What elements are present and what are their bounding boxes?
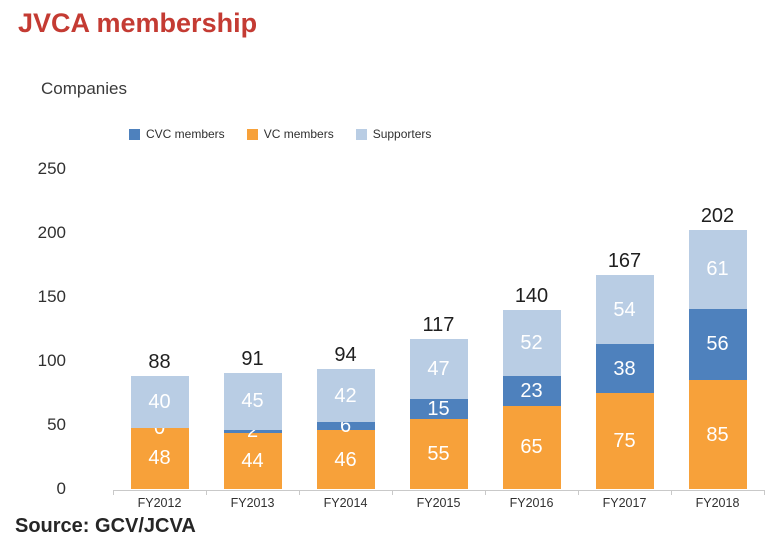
bar-value-label: 0 [153, 416, 166, 439]
bar-segment-supporters: 45 [223, 372, 282, 431]
x-axis-category-label: FY2017 [602, 496, 647, 510]
bar-value-label: 38 [613, 357, 636, 380]
page-title: JVCA membership [18, 8, 258, 38]
legend-label: CVC members [146, 127, 225, 141]
bar-segment-vc-members: 75 [595, 393, 654, 489]
bar-total-label: 167 [607, 250, 642, 273]
legend-item: VC members [246, 127, 334, 141]
x-axis-tick [299, 490, 300, 495]
y-axis-title: Companies [41, 79, 127, 98]
bar-value-label: 15 [427, 398, 450, 421]
bar-segment-supporters: 54 [595, 275, 654, 345]
bar-segment-cvc-members: 2 [223, 421, 282, 441]
x-axis-tick [206, 490, 207, 495]
bar-segment-cvc-members: 56 [688, 308, 747, 381]
bar-value-label: 2 [246, 420, 259, 443]
x-axis-line [113, 490, 764, 491]
x-axis-category-label: FY2018 [695, 496, 740, 510]
bar-segment-supporters: 42 [316, 368, 375, 423]
bar-segment-cvc-members: 6 [316, 416, 375, 436]
y-axis-tick-label: 250 [37, 159, 66, 178]
bar-segment-cvc-members: 15 [409, 398, 468, 421]
legend-label: Supporters [372, 127, 432, 141]
y-axis-tick-label: 200 [37, 223, 66, 242]
x-axis-category-label: FY2016 [509, 496, 554, 510]
bar-total-label: 202 [700, 205, 735, 228]
bar-value-label: 44 [241, 449, 264, 472]
bar-value-label: 55 [427, 442, 450, 465]
y-axis-tick-label: 100 [37, 351, 66, 370]
x-axis-tick [764, 490, 765, 495]
bar-value-label: 45 [241, 390, 264, 413]
bar-value-label: 40 [148, 390, 171, 413]
x-axis-category-label: FY2012 [137, 496, 182, 510]
bar-value-label: 61 [706, 258, 729, 281]
y-axis-tick-label: 0 [56, 479, 66, 498]
bar-value-label: 56 [706, 333, 729, 356]
bar-value-label: 54 [613, 298, 636, 321]
bar-segment-vc-members: 55 [409, 418, 468, 489]
bar-total-label: 91 [241, 347, 264, 370]
x-axis-category-label: FY2015 [416, 496, 461, 510]
bar-value-label: 48 [148, 447, 171, 470]
bar-value-label: 46 [334, 448, 357, 471]
bar-total-label: 140 [514, 284, 549, 307]
bar-segment-supporters: 40 [130, 376, 189, 428]
bar-segment-vc-members: 46 [316, 430, 375, 489]
legend: CVC members VC members Supporters [129, 127, 431, 141]
legend-item: Supporters [355, 127, 432, 141]
bar-segment-vc-members: 44 [223, 432, 282, 489]
x-axis-tick [113, 490, 114, 495]
bar-segment-supporters: 61 [688, 230, 747, 309]
source-note: Source: GCV/JCVA [15, 515, 196, 537]
x-axis-tick [578, 490, 579, 495]
bar-segment-vc-members: 65 [502, 405, 561, 489]
bar-total-label: 94 [334, 343, 357, 366]
y-axis-tick-label: 150 [37, 287, 66, 306]
x-axis-tick [392, 490, 393, 495]
bar-segment-cvc-members: 23 [502, 376, 561, 406]
x-axis-category-label: FY2014 [323, 496, 368, 510]
bar-total-label: 117 [422, 314, 455, 337]
x-axis-category-label: FY2013 [230, 496, 275, 510]
legend-swatch-icon [355, 128, 367, 140]
bar-value-label: 85 [706, 423, 729, 446]
bar-segment-vc-members: 48 [130, 427, 189, 489]
bar-total-label: 88 [148, 351, 171, 374]
x-axis-tick [671, 490, 672, 495]
bar-value-label: 47 [427, 358, 450, 381]
bar-segment-supporters: 52 [502, 309, 561, 377]
x-axis-tick [485, 490, 486, 495]
bar-value-label: 65 [520, 436, 543, 459]
bar-value-label: 23 [520, 380, 543, 403]
bar-segment-supporters: 47 [409, 339, 468, 400]
bar-value-label: 42 [334, 384, 357, 407]
bar-segment-cvc-members: 38 [595, 344, 654, 393]
bar-value-label: 75 [613, 430, 636, 452]
bar-value-label: 6 [339, 415, 352, 438]
legend-swatch-icon [246, 128, 258, 140]
bar-segment-vc-members: 85 [688, 380, 747, 489]
y-axis-tick-label: 50 [47, 415, 66, 434]
legend-swatch-icon [129, 128, 140, 140]
legend-label: VC members [263, 127, 334, 141]
legend-item: CVC members [129, 127, 225, 141]
bar-value-label: 52 [520, 332, 543, 355]
